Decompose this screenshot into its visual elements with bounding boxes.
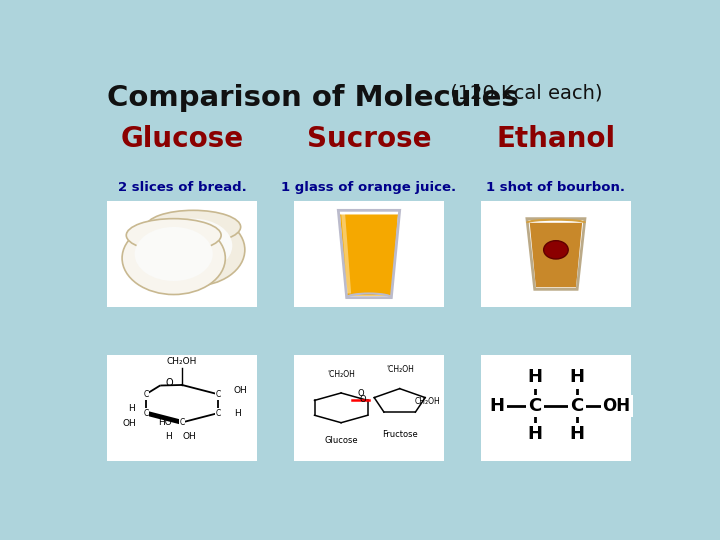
Polygon shape <box>340 214 398 295</box>
Text: O: O <box>357 389 364 398</box>
Text: 1 glass of orange juice.: 1 glass of orange juice. <box>282 181 456 194</box>
Text: 1 shot of bourbon.: 1 shot of bourbon. <box>487 181 626 194</box>
Text: H: H <box>570 368 585 387</box>
Text: Comparison of Molecules: Comparison of Molecules <box>107 84 518 112</box>
Bar <box>481 201 631 307</box>
Text: C: C <box>216 409 221 417</box>
Text: H: H <box>165 433 171 441</box>
Ellipse shape <box>154 219 233 273</box>
Text: 2 slices of bread.: 2 slices of bread. <box>117 181 246 194</box>
Text: (120 Kcal each): (120 Kcal each) <box>444 84 603 103</box>
Text: H: H <box>234 409 240 417</box>
Polygon shape <box>341 212 351 293</box>
Text: Glucose: Glucose <box>120 125 243 153</box>
Text: CH₂OH: CH₂OH <box>167 357 197 366</box>
Text: C: C <box>179 418 185 427</box>
Text: Fructose: Fructose <box>382 430 418 439</box>
Text: OH: OH <box>122 419 136 428</box>
Bar <box>107 355 258 461</box>
Text: H: H <box>570 425 585 443</box>
Bar <box>107 201 258 307</box>
Text: CH₂OH: CH₂OH <box>415 397 441 406</box>
Text: C: C <box>216 390 221 399</box>
Text: H: H <box>490 397 505 415</box>
Text: O: O <box>359 395 366 404</box>
Text: O: O <box>166 379 174 388</box>
Text: 'CH₂OH: 'CH₂OH <box>386 366 413 375</box>
Circle shape <box>544 241 568 259</box>
Text: C: C <box>143 409 148 417</box>
Ellipse shape <box>126 219 221 252</box>
Bar <box>294 355 444 461</box>
Text: Ethanol: Ethanol <box>496 125 616 153</box>
Text: H: H <box>128 404 135 414</box>
Text: C: C <box>528 397 541 415</box>
Ellipse shape <box>135 227 213 281</box>
Text: OH: OH <box>182 433 196 441</box>
Text: OH: OH <box>603 397 631 415</box>
Text: Sucrose: Sucrose <box>307 125 431 153</box>
Ellipse shape <box>145 210 240 244</box>
Bar <box>294 201 444 307</box>
Text: 'CH₂OH: 'CH₂OH <box>327 370 355 379</box>
Text: H: H <box>528 368 542 387</box>
Text: C: C <box>570 397 583 415</box>
Polygon shape <box>530 223 582 287</box>
Text: C: C <box>143 390 148 399</box>
Text: Glucose: Glucose <box>324 436 358 445</box>
Bar <box>481 355 631 461</box>
Text: H: H <box>528 425 542 443</box>
Text: OH: OH <box>234 386 248 395</box>
Ellipse shape <box>142 213 245 286</box>
Text: HO: HO <box>158 418 172 427</box>
Ellipse shape <box>122 222 225 294</box>
